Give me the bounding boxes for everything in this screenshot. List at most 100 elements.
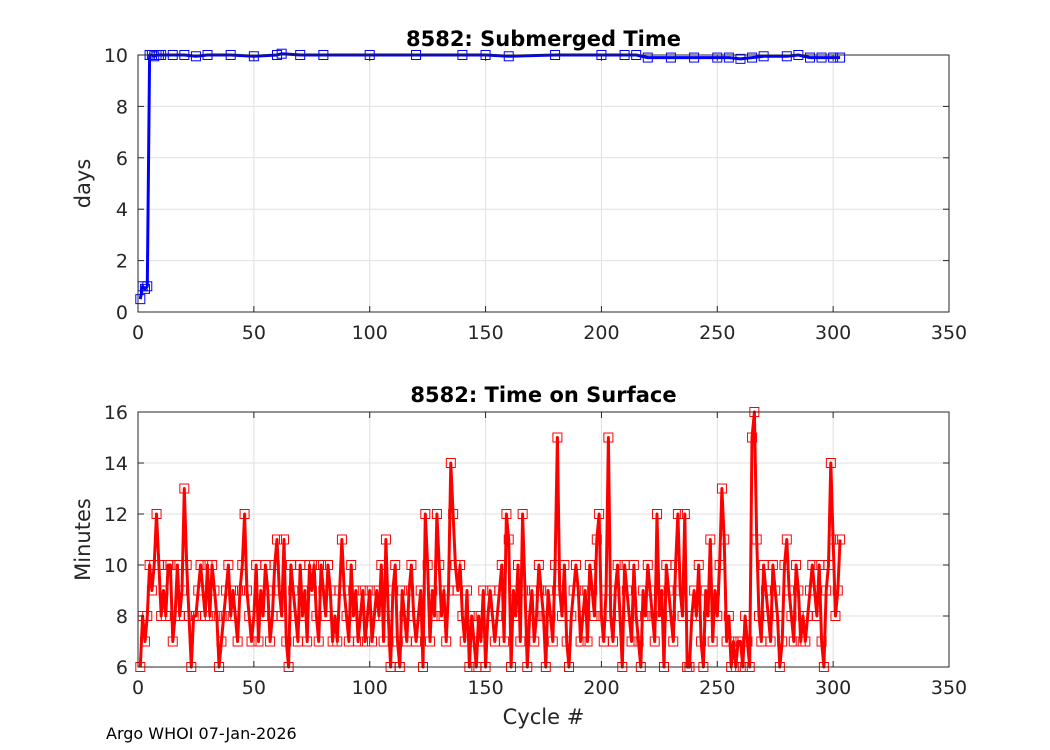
data-point-marker [633, 636, 644, 647]
data-point-marker [309, 560, 320, 570]
data-point-marker [406, 560, 417, 570]
data-point-marker [503, 534, 514, 545]
series-line [138, 410, 842, 669]
data-point-marker [723, 52, 734, 63]
data-point-marker [378, 636, 389, 647]
data-point-marker [142, 281, 153, 292]
data-point-marker [649, 636, 660, 647]
data-point-marker [645, 585, 656, 596]
data-point-marker [297, 611, 308, 621]
data-point-marker [276, 611, 287, 621]
data-point-marker [811, 611, 822, 621]
data-point-marker [371, 585, 382, 596]
data-point-marker [241, 585, 252, 596]
x-tick-label: 50 [242, 677, 266, 699]
data-point-marker [329, 611, 340, 621]
data-point-marker [589, 611, 600, 621]
data-point-marker [211, 611, 222, 621]
data-point-marker [445, 458, 456, 468]
y-tick-label: 2 [116, 251, 128, 273]
data-point-marker [665, 611, 676, 621]
data-point-marker [404, 585, 415, 596]
x-tick-label: 250 [699, 677, 735, 699]
data-point-marker [413, 611, 424, 621]
data-point-marker [835, 534, 846, 545]
data-point-marker [675, 585, 686, 596]
data-point-marker [668, 636, 679, 647]
data-point-marker [624, 611, 635, 621]
data-point-marker [543, 585, 554, 596]
data-point-marker [265, 636, 276, 647]
data-point-marker [223, 560, 234, 570]
data-point-marker [348, 611, 359, 621]
data-point-marker [626, 636, 637, 647]
x-tick-label: 200 [583, 322, 619, 344]
data-point-marker [278, 534, 289, 545]
data-point-marker [429, 611, 440, 621]
data-point-marker [705, 534, 716, 545]
data-point-marker [714, 560, 725, 570]
data-point-marker [547, 636, 558, 647]
data-point-marker [608, 636, 619, 647]
data-point-marker [640, 611, 651, 621]
data-point-marker [181, 560, 192, 570]
data-point-marker [519, 585, 530, 596]
data-point-marker [313, 636, 324, 647]
data-point-marker [274, 585, 285, 596]
data-point-marker [424, 636, 435, 647]
data-point-marker [689, 585, 700, 596]
data-point-marker [364, 585, 375, 596]
data-point-marker [350, 585, 361, 596]
data-point-marker [221, 585, 232, 596]
data-point-marker [712, 52, 723, 63]
data-point-marker [513, 560, 524, 570]
data-point-marker [570, 560, 581, 570]
data-point-marker [499, 636, 510, 647]
data-point-marker [272, 534, 283, 545]
data-point-marker [719, 534, 730, 545]
data-point-marker [566, 611, 577, 621]
data-point-marker [234, 585, 245, 596]
data-point-marker [478, 585, 489, 596]
data-point-marker [524, 611, 535, 621]
data-point-marker [656, 585, 667, 596]
data-point-marker [390, 560, 401, 570]
data-point-marker [582, 636, 593, 647]
chart-title: 8582: Submerged Time [406, 27, 681, 51]
data-point-marker [436, 611, 447, 621]
data-point-marker [689, 52, 700, 63]
data-point-marker [529, 636, 540, 647]
data-point-marker [197, 585, 208, 596]
data-point-marker [584, 560, 595, 570]
data-point-marker [670, 560, 681, 570]
submerged-time-plot: 0 50 100 150 200 250 300 350 0 2 4 6 8 10 8582: Subme… [71, 27, 967, 344]
data-point-marker [332, 636, 343, 647]
data-point-marker [647, 611, 658, 621]
data-point-marker [536, 585, 547, 596]
data-point-marker [828, 534, 839, 545]
data-point-marker [353, 636, 364, 647]
data-point-marker [397, 585, 408, 596]
data-point-marker [821, 585, 832, 596]
data-point-marker [380, 534, 391, 545]
data-point-marker [587, 585, 598, 596]
tick-labels: 0 50 100 150 200 250 300 350 6 8 10 12 14 16 [104, 402, 967, 699]
data-point-marker [809, 585, 820, 596]
data-point-marker [652, 509, 663, 519]
data-point-marker [793, 585, 804, 596]
data-point-marker [594, 509, 605, 519]
data-point-marker [828, 52, 839, 63]
data-point-marker [246, 636, 257, 647]
x-tick-label: 300 [815, 322, 851, 344]
data-point-marker [716, 483, 727, 494]
data-point-marker [232, 636, 243, 647]
x-tick-label: 150 [467, 677, 503, 699]
data-point-marker [742, 636, 753, 647]
x-tick-label: 100 [352, 322, 388, 344]
data-point-marker [195, 560, 206, 570]
data-point-marker [339, 585, 350, 596]
data-point-marker [376, 560, 387, 570]
data-point-marker [747, 52, 758, 63]
data-point-marker [468, 636, 479, 647]
